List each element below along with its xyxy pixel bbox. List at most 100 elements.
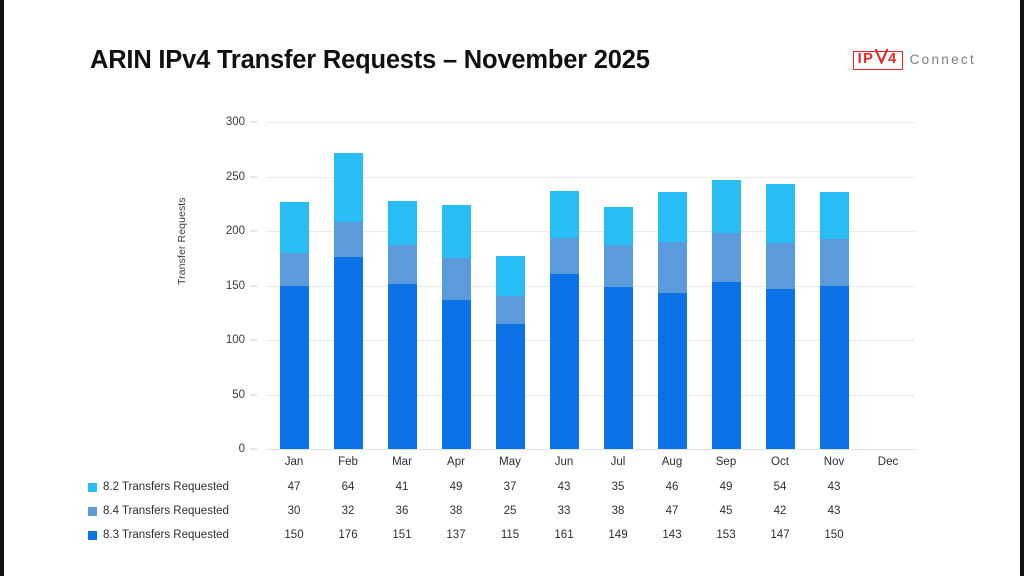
x-axis-tick-label: Sep: [715, 456, 737, 468]
data-table-cell: 176: [338, 529, 358, 541]
data-table-cell: 38: [611, 505, 625, 517]
data-table-cell: 35: [611, 481, 625, 493]
bar-segment[interactable]: [387, 284, 417, 449]
legend-item[interactable]: 8.4 Transfers Requested: [88, 505, 229, 517]
bar-segment[interactable]: [279, 201, 309, 253]
x-axis-tick-label: Jun: [554, 456, 574, 468]
slide-edge-right: [1020, 0, 1024, 576]
data-table-cell: 43: [827, 505, 841, 517]
bar-column[interactable]: [711, 179, 741, 449]
x-axis-tick-label: Mar: [392, 456, 412, 468]
bar-segment[interactable]: [333, 152, 363, 223]
y-axis-tick-mark: [250, 176, 257, 177]
y-axis-tick-mark: [250, 121, 257, 123]
logo-wordmark: Connect: [909, 52, 976, 68]
x-axis-tick-label: Apr: [447, 456, 465, 468]
data-table-cell: 64: [341, 481, 355, 493]
bar-segment[interactable]: [333, 222, 363, 258]
y-axis-tick-label: 200: [225, 225, 245, 237]
data-table-cell: 41: [395, 481, 409, 493]
bar-segment[interactable]: [657, 241, 687, 294]
data-table-cell: 54: [773, 481, 787, 493]
gridline: [267, 285, 915, 287]
bar-column[interactable]: [603, 207, 633, 449]
x-axis-tick-label: Jan: [284, 456, 304, 468]
logo-mark-right: 4: [888, 51, 898, 68]
logo-mark-box: IP 4: [852, 48, 903, 70]
bar-segment[interactable]: [279, 285, 309, 449]
data-table-cell: 30: [287, 505, 301, 517]
bar-column[interactable]: [495, 256, 525, 449]
logo-check-icon: [874, 48, 889, 68]
bar-segment[interactable]: [549, 190, 579, 238]
bar-column[interactable]: [549, 190, 579, 449]
gridline: [267, 394, 915, 396]
slide-edge-left: [0, 0, 4, 576]
bar-segment[interactable]: [279, 252, 309, 286]
y-axis-title: Transfer Requests: [176, 197, 188, 285]
bar-column[interactable]: [333, 152, 363, 449]
data-table-cell: 151: [392, 529, 412, 541]
bar-segment[interactable]: [549, 237, 579, 274]
x-axis-tick-label: Nov: [823, 456, 845, 468]
bar-segment[interactable]: [819, 191, 849, 239]
bar-column[interactable]: [819, 191, 849, 449]
y-axis-tick-mark: [250, 230, 257, 232]
data-table-cell: 46: [665, 481, 679, 493]
bar-segment[interactable]: [711, 179, 741, 234]
bar-segment[interactable]: [819, 285, 849, 449]
bar-segment[interactable]: [387, 200, 417, 246]
data-table-cell: 45: [719, 505, 733, 517]
bar-column[interactable]: [657, 191, 687, 449]
bar-segment[interactable]: [765, 288, 795, 449]
legend-item-label: 8.3 Transfers Requested: [103, 529, 229, 541]
gridline: [267, 449, 915, 450]
bar-segment[interactable]: [603, 207, 633, 246]
bar-column[interactable]: [387, 200, 417, 449]
bar-column[interactable]: [279, 201, 309, 449]
y-axis-tick-mark: [250, 285, 257, 286]
bar-segment[interactable]: [603, 286, 633, 449]
legend-item[interactable]: 8.2 Transfers Requested: [88, 481, 229, 493]
x-axis-tick-label: Feb: [338, 456, 358, 468]
bar-column[interactable]: [441, 204, 471, 449]
bar-segment[interactable]: [495, 296, 525, 324]
y-axis: 0 50 100 150 200 250 300: [0, 116, 263, 455]
logo-mark-text: IP 4: [858, 48, 898, 69]
bar-segment[interactable]: [765, 184, 795, 244]
y-axis-tick-label: 150: [225, 279, 245, 292]
data-table-cell: 32: [341, 505, 355, 517]
bar-segment[interactable]: [603, 245, 633, 287]
data-table-cell: 137: [446, 529, 466, 541]
y-axis-tick-label: 50: [232, 388, 245, 401]
bar-segment[interactable]: [819, 238, 849, 286]
bar-segment[interactable]: [657, 293, 687, 449]
data-table-cell: 150: [284, 529, 304, 541]
ipv4connect-logo: IP 4 Connect: [852, 47, 976, 73]
bar-segment[interactable]: [441, 204, 471, 259]
bar-segment[interactable]: [441, 299, 471, 449]
legend-swatch-icon: [88, 506, 97, 516]
y-axis-tick-label: 0: [238, 443, 245, 455]
bar-segment[interactable]: [333, 257, 363, 449]
chart-plot-area: [267, 122, 915, 450]
bar-segment[interactable]: [711, 282, 741, 449]
bar-segment[interactable]: [549, 273, 579, 449]
bar-segment[interactable]: [441, 258, 471, 300]
data-table-cell: 42: [773, 505, 787, 517]
bar-segment[interactable]: [765, 243, 795, 289]
bar-segment[interactable]: [495, 256, 525, 297]
y-axis-tick-mark: [250, 394, 257, 395]
data-table-cell: 149: [608, 529, 628, 541]
bar-segment[interactable]: [711, 233, 741, 283]
bar-segment[interactable]: [657, 191, 687, 242]
legend-item-label: 8.4 Transfers Requested: [103, 505, 229, 517]
bar-segment[interactable]: [495, 323, 525, 449]
bar-column[interactable]: [765, 184, 795, 449]
data-table-cell: 43: [557, 481, 571, 493]
data-table-cell: 161: [554, 529, 574, 541]
legend-item[interactable]: 8.3 Transfers Requested: [88, 529, 229, 541]
x-axis-tick-label: Aug: [661, 456, 683, 468]
bar-segment[interactable]: [387, 245, 417, 285]
data-table-cell: 153: [716, 529, 736, 541]
